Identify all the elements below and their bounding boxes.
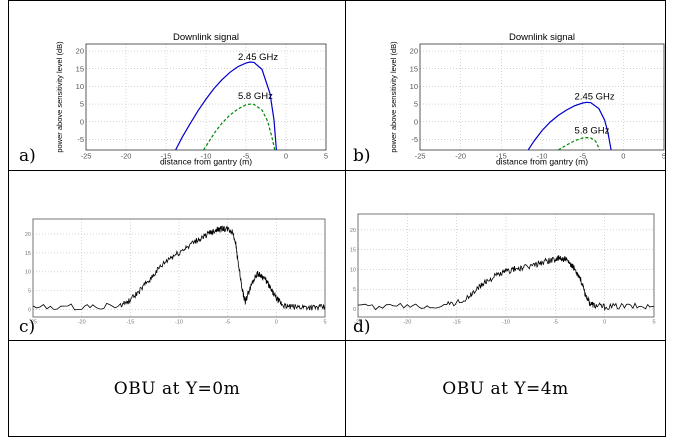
chart3-ytick-1: 5 (353, 287, 356, 293)
chart3-ytick-2: 10 (350, 267, 356, 273)
chart1-ylabel: power above sensitivity level (dB) (389, 41, 398, 153)
chart0-ytick-2: 5 (80, 100, 84, 109)
chart2-ytick-3: 15 (25, 251, 31, 257)
caption-cell-right: OBU at Y=4m (345, 340, 666, 437)
chart-a: Downlink signal -25 -20 -15 -10 -5 0 5 -5 0 5 10 15 2… (55, 32, 328, 167)
chart3-xtick-1: -20 (403, 320, 411, 326)
chart0-xtick-5: 0 (284, 152, 288, 161)
chart0-ytick-4: 15 (76, 64, 84, 73)
chart1-ytick-2: 5 (414, 100, 418, 109)
panel-letter-b: b) (353, 146, 371, 166)
chart3-xtick-3: -10 (502, 320, 510, 326)
chart2-xtick-1: -20 (78, 320, 86, 326)
chart2-xtick-5: 0 (275, 320, 278, 326)
chart1-xlabel: distance from gantry (m) (496, 157, 588, 167)
chart2-xtick-6: 5 (323, 320, 326, 326)
chart3-ytick-0: 0 (353, 307, 356, 313)
chart1-xtick-4: -5 (579, 152, 586, 161)
panel-letter-a: a) (19, 146, 36, 166)
chart0-annotation-0: 2.45 GHz (238, 52, 278, 63)
chart3-xtick-0: -25 (354, 320, 362, 326)
chart0-ylabel: power above sensitivity level (dB) (55, 41, 64, 153)
chart1-annotation-1: 5.8 GHz (575, 126, 610, 137)
chart0-ytick-0: -5 (77, 135, 84, 144)
chart1-series-1 (557, 136, 601, 150)
chart2-series-0 (33, 225, 325, 312)
chart2-xtick-2: -15 (126, 320, 134, 326)
chart3-frame (357, 213, 655, 318)
chart0-frame (85, 43, 327, 151)
chart0-xtick-0: -25 (81, 152, 92, 161)
figure-table: Downlink signal -25 -20 -15 -10 -5 0 5 -5 0 5 10 15 2… (8, 0, 666, 437)
chart1-ytick-1: 0 (414, 117, 418, 126)
chart3-xtick-5: 0 (603, 320, 606, 326)
chart1-xtick-6: 5 (662, 152, 665, 161)
panel-b: Downlink signal -25 -20 -15 -10 -5 0 5 -5 0 5 10 15 2… (345, 0, 666, 171)
caption-cell-left: OBU at Y=0m (8, 340, 346, 437)
panel-letter-c: c) (19, 317, 36, 337)
chart1-xtick-0: -25 (415, 152, 426, 161)
chart2-ytick-0: 0 (28, 307, 31, 313)
chart2-ytick-2: 10 (25, 270, 31, 276)
panel-c: -25 -20 -15 -10 -5 0 5 0 5 10 15 20 c) (8, 170, 346, 341)
chart1-xtick-1: -20 (455, 152, 466, 161)
chart0-xtick-2: -15 (161, 152, 172, 161)
chart2-xtick-4: -5 (225, 320, 230, 326)
chart1-xtick-3: -10 (537, 152, 548, 161)
chart3-ytick-4: 20 (350, 228, 356, 234)
chart0-xtick-3: -10 (201, 152, 212, 161)
chart-d: -25 -20 -15 -10 -5 0 5 0 5 10 15 20 (350, 213, 656, 326)
chart0-ytick-1: 0 (80, 117, 84, 126)
chart1-annotation-0: 2.45 GHz (575, 91, 615, 102)
chart2-ytick-4: 20 (25, 232, 31, 238)
chart1-ytick-5: 20 (410, 47, 418, 56)
chart2-ytick-1: 5 (28, 289, 31, 295)
chart0-series-0 (175, 61, 277, 150)
panel-a: Downlink signal -25 -20 -15 -10 -5 0 5 -5 0 5 10 15 2… (8, 0, 346, 171)
caption-right: OBU at Y=4m (442, 379, 569, 399)
caption-left: OBU at Y=0m (113, 379, 241, 399)
chart1-ytick-0: -5 (411, 135, 418, 144)
chart0-ytick-3: 10 (76, 82, 84, 91)
chart0-xtick-6: 5 (324, 152, 328, 161)
chart1-xtick-2: -15 (496, 152, 507, 161)
chart3-series-0 (358, 255, 654, 312)
chart0-xtick-1: -20 (121, 152, 132, 161)
chart0-xlabel: distance from gantry (m) (160, 157, 252, 167)
chart1-ytick-4: 15 (410, 64, 418, 73)
chart1-ytick-3: 10 (410, 82, 418, 91)
chart1-frame (419, 43, 665, 151)
chart0-annotation-1: 5.8 GHz (238, 91, 273, 102)
chart3-xtick-4: -5 (553, 320, 558, 326)
chart3-xtick-2: -15 (453, 320, 461, 326)
chart0-series-1 (203, 103, 276, 150)
chart0-title: Downlink signal (173, 32, 239, 43)
chart0-xtick-4: -5 (243, 152, 250, 161)
chart1-xtick-5: 0 (621, 152, 625, 161)
chart-b: Downlink signal -25 -20 -15 -10 -5 0 5 -5 0 5 10 15 2… (389, 32, 665, 167)
chart2-xtick-3: -10 (175, 320, 183, 326)
chart1-series-0 (527, 101, 612, 150)
chart0-ytick-5: 20 (76, 47, 84, 56)
chart2-xtick-0: -25 (29, 320, 37, 326)
chart1-title: Downlink signal (509, 32, 575, 43)
chart-c: -25 -20 -15 -10 -5 0 5 0 5 10 15 20 (25, 218, 327, 326)
chart3-ytick-3: 15 (350, 248, 356, 254)
chart2-frame (32, 218, 326, 318)
panel-letter-d: d) (353, 317, 371, 337)
panel-d: -25 -20 -15 -10 -5 0 5 0 5 10 15 20 d) (345, 170, 666, 341)
chart3-xtick-6: 5 (652, 320, 655, 326)
